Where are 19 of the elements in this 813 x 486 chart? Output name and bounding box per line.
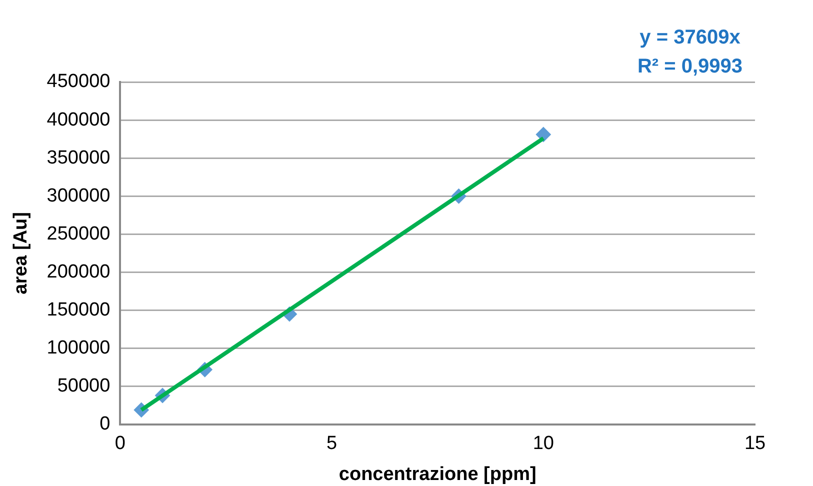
point xyxy=(536,127,551,142)
y-tick-label: 200000 xyxy=(46,261,110,282)
x-tick-label: 0 xyxy=(114,433,126,454)
y-tick-label: 300000 xyxy=(46,185,110,206)
x-axis-title: concentrazione [ppm] xyxy=(338,464,536,485)
y-tick-label: 350000 xyxy=(46,147,110,168)
text: y = 37609x xyxy=(640,26,740,49)
y-axis-title: area [Au] xyxy=(10,212,32,294)
x-tick-label: 5 xyxy=(326,433,338,454)
x-tick-label: 15 xyxy=(744,433,766,454)
y-tick-label: 0 xyxy=(100,414,110,435)
y-tick-label: 50000 xyxy=(57,376,110,397)
y-tick-label: 100000 xyxy=(46,338,110,359)
y-tick-label: 250000 xyxy=(46,223,110,244)
text: R² = 0,9993 xyxy=(637,56,743,78)
y-tick-label: 450000 xyxy=(46,71,110,92)
y-tick-label: 400000 xyxy=(46,109,110,130)
y-tick-label: 150000 xyxy=(46,300,110,320)
x-tick-label: 10 xyxy=(532,433,554,454)
